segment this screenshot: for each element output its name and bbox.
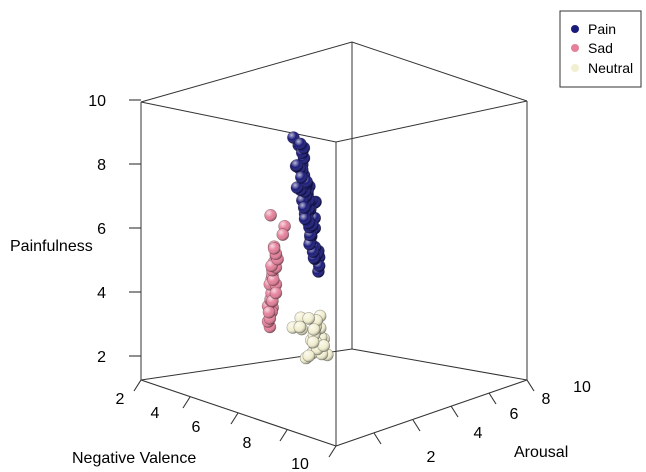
data-point-sad [267,242,281,255]
bounding-box [140,41,528,447]
legend-label-pain: Pain [588,21,616,37]
point-highlight [293,321,306,334]
z-tick-label: 4 [97,285,106,302]
data-point-neutral [307,323,321,336]
z-tick: 6 [97,221,141,238]
legend-marker-pain [571,25,579,33]
box-back-floor-right [351,348,528,381]
legend-item-neutral: Neutral [571,60,633,76]
x-tick-label: 8 [243,435,252,452]
data-point-pain [297,201,311,214]
legend-item-pain: Pain [571,21,616,37]
data-point-pain [303,238,316,251]
y-tick-label: 4 [474,425,483,442]
x-tick: 2 [116,379,142,408]
point-highlight [263,306,275,319]
data-point-sad [264,209,277,222]
y-tick: 10 [526,379,591,396]
x-tick-label: 2 [116,391,125,408]
x-tick-label: 10 [291,456,309,472]
x-tick: 6 [192,412,239,436]
z-tick: 8 [97,157,141,174]
point-highlight [302,349,315,362]
box-top-front [140,100,528,143]
x-tick: 10 [291,445,337,472]
z-tick-label: 8 [97,157,106,174]
point-highlight [298,201,311,214]
data-point-neutral [293,320,307,334]
y-axis: 2 4 6 8 10 Arousal [373,379,591,466]
data-point-pain [294,171,308,184]
point-highlight [268,242,281,255]
point-highlight [264,209,277,222]
data-point-sad [276,228,290,241]
data-point-neutral [302,312,316,325]
z-axis: 10 8 6 4 2 Painfulness [10,93,141,366]
data-point-pain [298,212,312,226]
z-tick-label: 10 [88,93,106,110]
point-highlight [291,181,303,194]
y-tick-label: 2 [427,449,436,466]
point-highlight [302,312,315,325]
legend-marker-sad [571,44,579,52]
point-highlight [276,228,289,241]
x-tick: 8 [243,429,288,452]
x-tick-label: 6 [192,419,201,436]
point-highlight [308,323,320,336]
z-tick: 10 [88,93,141,110]
legend-item-sad: Sad [571,40,613,56]
point-highlight [267,273,280,286]
z-tick: 4 [97,285,141,302]
data-points [261,131,334,365]
data-point-sad [269,286,283,300]
x-tick: 4 [151,396,191,422]
legend-marker-neutral [571,64,579,72]
point-highlight [295,171,308,184]
point-highlight [317,339,330,352]
legend-label-neutral: Neutral [588,60,633,76]
data-point-pain [294,137,307,151]
y-tick: 8 [488,391,551,408]
legend-label-sad: Sad [588,40,613,56]
point-highlight [269,287,282,299]
point-highlight [294,137,307,150]
point-highlight [307,336,320,349]
box-back-edges [140,41,528,103]
y-tick-label: 8 [542,391,551,408]
legend: Pain Sad Neutral [559,10,642,88]
x-tick-label: 4 [151,405,160,422]
x-axis: 2 4 6 8 10 Negative Valence [72,379,337,472]
data-point-neutral [317,339,331,353]
data-point-neutral [306,335,320,349]
x-axis-title: Negative Valence [72,450,196,467]
y-tick: 6 [450,405,519,423]
z-tick-label: 6 [97,221,106,238]
y-axis-title: Arousal [514,444,568,461]
point-highlight [290,159,303,172]
x-axis-edge [140,379,337,447]
data-point-pain [290,159,304,172]
data-point-sad [266,273,280,287]
point-highlight [299,212,311,225]
data-point-neutral [302,349,316,363]
data-point-sad [262,305,276,319]
z-axis-title: Painfulness [10,238,93,255]
y-tick-label: 6 [510,406,519,423]
y-tick-label: 10 [573,379,591,396]
z-tick-label: 2 [97,349,106,366]
data-point-pain [290,181,304,194]
z-tick: 2 [97,349,141,366]
y-tick: 4 [412,419,483,442]
y-axis-edge [335,379,528,447]
point-highlight [303,238,316,251]
y-tick: 2 [373,432,436,466]
